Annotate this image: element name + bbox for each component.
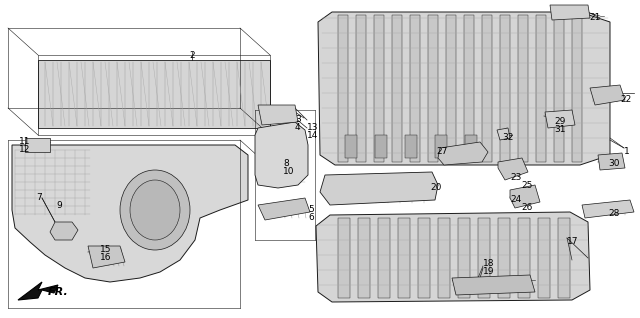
Text: 26: 26 xyxy=(521,204,532,212)
Polygon shape xyxy=(550,5,590,20)
Polygon shape xyxy=(478,218,490,298)
Polygon shape xyxy=(497,128,510,140)
Text: FR.: FR. xyxy=(48,287,68,297)
Polygon shape xyxy=(50,222,78,240)
Text: 22: 22 xyxy=(620,94,631,103)
Polygon shape xyxy=(316,212,590,302)
Polygon shape xyxy=(598,153,625,170)
Polygon shape xyxy=(25,138,50,152)
Text: 29: 29 xyxy=(554,116,565,126)
Text: 14: 14 xyxy=(307,132,318,141)
Text: 25: 25 xyxy=(521,182,532,190)
Text: 21: 21 xyxy=(589,13,600,23)
Text: 31: 31 xyxy=(554,125,566,134)
Polygon shape xyxy=(446,15,456,162)
Text: 17: 17 xyxy=(567,238,579,246)
Polygon shape xyxy=(582,200,634,218)
Polygon shape xyxy=(374,15,384,162)
Text: 27: 27 xyxy=(436,148,447,156)
Polygon shape xyxy=(518,218,530,298)
Polygon shape xyxy=(498,218,510,298)
Text: 32: 32 xyxy=(502,134,513,142)
Text: 8: 8 xyxy=(283,158,289,168)
Text: 12: 12 xyxy=(19,146,30,155)
Text: 15: 15 xyxy=(100,245,111,254)
Ellipse shape xyxy=(120,170,190,250)
Text: 10: 10 xyxy=(283,167,294,176)
Text: 6: 6 xyxy=(308,213,314,223)
Text: 5: 5 xyxy=(308,205,314,215)
Polygon shape xyxy=(88,246,125,268)
Text: 1: 1 xyxy=(624,148,630,156)
Text: 30: 30 xyxy=(608,158,620,168)
Polygon shape xyxy=(545,110,575,128)
Polygon shape xyxy=(356,15,366,162)
Text: 9: 9 xyxy=(56,202,61,211)
Text: 7: 7 xyxy=(36,193,42,203)
Polygon shape xyxy=(258,198,310,220)
Polygon shape xyxy=(554,15,564,162)
Text: 13: 13 xyxy=(307,123,319,133)
Polygon shape xyxy=(12,145,248,282)
Polygon shape xyxy=(435,135,447,158)
Polygon shape xyxy=(405,135,417,158)
Polygon shape xyxy=(398,218,410,298)
Text: 16: 16 xyxy=(100,253,111,262)
Polygon shape xyxy=(378,218,390,298)
Polygon shape xyxy=(464,15,474,162)
Polygon shape xyxy=(518,15,528,162)
Text: 20: 20 xyxy=(430,183,442,192)
Polygon shape xyxy=(375,135,387,158)
Polygon shape xyxy=(418,218,430,298)
Polygon shape xyxy=(410,15,420,162)
Polygon shape xyxy=(338,15,348,162)
Text: 3: 3 xyxy=(295,115,301,125)
Ellipse shape xyxy=(130,180,180,240)
Polygon shape xyxy=(458,218,470,298)
Polygon shape xyxy=(255,122,308,188)
Text: 4: 4 xyxy=(295,123,301,133)
Text: 11: 11 xyxy=(19,137,30,147)
Polygon shape xyxy=(510,185,540,208)
Polygon shape xyxy=(428,15,438,162)
Polygon shape xyxy=(318,12,610,165)
Polygon shape xyxy=(338,218,350,298)
Polygon shape xyxy=(345,135,357,158)
Polygon shape xyxy=(438,218,450,298)
Polygon shape xyxy=(500,15,510,162)
Polygon shape xyxy=(358,218,370,298)
Text: 23: 23 xyxy=(510,174,522,183)
Polygon shape xyxy=(392,15,402,162)
Polygon shape xyxy=(465,135,477,158)
Polygon shape xyxy=(438,142,488,165)
Polygon shape xyxy=(18,282,58,300)
Polygon shape xyxy=(452,275,535,295)
Polygon shape xyxy=(258,105,298,125)
Text: 18: 18 xyxy=(483,259,495,268)
Polygon shape xyxy=(572,15,582,162)
Text: 24: 24 xyxy=(510,196,521,204)
Text: 2: 2 xyxy=(189,52,195,60)
Polygon shape xyxy=(498,158,528,180)
Polygon shape xyxy=(558,218,570,298)
Polygon shape xyxy=(536,15,546,162)
Polygon shape xyxy=(38,60,270,128)
Text: 19: 19 xyxy=(483,267,495,276)
Polygon shape xyxy=(538,218,550,298)
Text: 28: 28 xyxy=(608,210,620,218)
Polygon shape xyxy=(320,172,438,205)
Polygon shape xyxy=(590,85,625,105)
Polygon shape xyxy=(482,15,492,162)
